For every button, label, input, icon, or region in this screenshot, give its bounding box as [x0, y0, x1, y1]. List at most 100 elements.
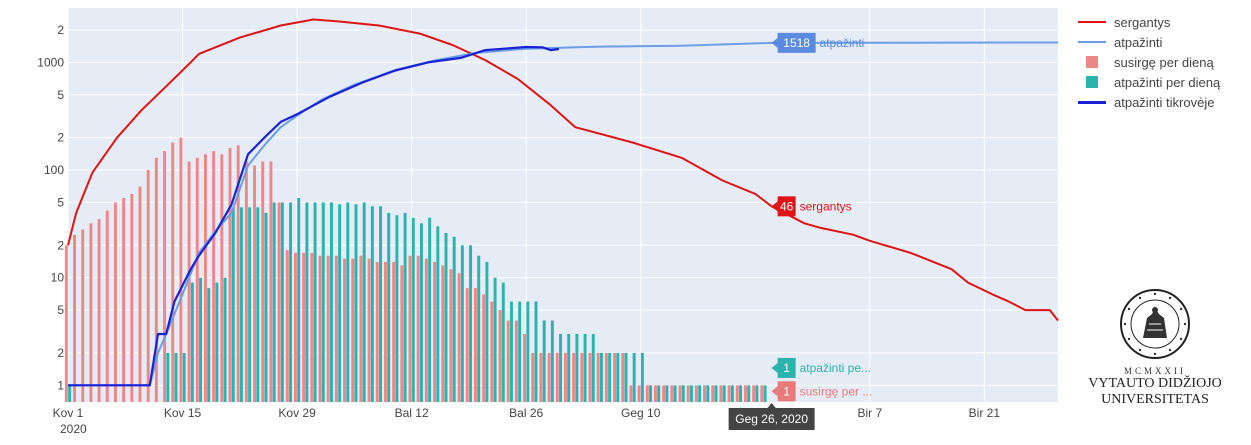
bar [678, 385, 682, 402]
bar [514, 320, 518, 402]
bar [452, 236, 456, 402]
y-tick-label: 1 [57, 378, 64, 392]
bar [383, 261, 387, 402]
bar [154, 157, 158, 402]
legend-label: sergantys [1114, 14, 1171, 30]
legend-item-atpazinti-per-diena[interactable]: atpažinti per dieną [1078, 72, 1220, 92]
x-tick-label: Bal 26 [509, 406, 543, 420]
bar [199, 277, 203, 402]
annotation-value: 1 [783, 384, 790, 398]
bars [64, 137, 767, 403]
bar [469, 245, 473, 402]
x-tick-year-label: 2020 [60, 422, 87, 436]
bar [343, 258, 347, 402]
annotation-pointer [771, 37, 778, 48]
x-tick-label: Kov 29 [278, 406, 316, 420]
bar [583, 333, 587, 402]
bar [689, 385, 693, 402]
bar [207, 288, 211, 402]
bar [64, 245, 68, 402]
annotation-box [777, 357, 796, 378]
legend-label: susirgę per dieną [1114, 54, 1214, 70]
legend-item-sergantys[interactable]: sergantys [1078, 12, 1220, 32]
x-tick-label: Bir 21 [969, 406, 1001, 420]
annotation-pointer [771, 386, 778, 397]
hover-date-box [728, 408, 815, 430]
bar [550, 320, 554, 402]
x-tick-label: Geg 10 [621, 406, 661, 420]
bar [714, 385, 718, 402]
annotation-value: 1518 [783, 36, 810, 50]
bar [657, 385, 661, 402]
bar [253, 165, 257, 402]
bar [367, 258, 371, 402]
x-tick-label: Kov 15 [164, 406, 202, 420]
bar [493, 277, 497, 402]
bar [89, 223, 93, 402]
bar [351, 258, 355, 402]
bar [506, 320, 510, 402]
bar [747, 385, 751, 402]
bar [318, 255, 322, 402]
bar [395, 215, 399, 402]
logo-line-2: UNIVERSITETAS [1101, 392, 1209, 407]
bar [498, 310, 502, 402]
annotation-pointer [771, 362, 778, 373]
legend-swatch-line [1078, 21, 1106, 23]
bar [231, 207, 235, 402]
bar [190, 282, 194, 402]
bar [526, 301, 530, 402]
bar [215, 282, 219, 402]
bar [665, 385, 669, 402]
bar [187, 161, 191, 402]
bar [269, 161, 273, 402]
university-logo: MCMXXII VYTAUTO DIDŽIOJO UNIVERSITETAS [1085, 288, 1225, 408]
bar [604, 352, 608, 402]
annotation-box [777, 32, 816, 53]
bar [599, 352, 603, 402]
bar [567, 333, 571, 402]
bar [138, 186, 142, 402]
bar [563, 352, 567, 402]
legend-item-susirge-per-diena[interactable]: susirgę per dieną [1078, 52, 1220, 72]
bar [346, 202, 350, 402]
legend-item-atpazinti-tikroveje[interactable]: atpažinti tikrovėje [1078, 92, 1220, 112]
bar [228, 148, 232, 402]
bar [244, 161, 248, 402]
bar [534, 301, 538, 402]
y-tick-label: 2 [57, 131, 64, 145]
bar [482, 294, 486, 402]
bar [632, 352, 636, 402]
legend-swatch [1078, 96, 1106, 108]
bar [673, 385, 677, 402]
bar [236, 145, 240, 402]
annotation-value: 46 [780, 199, 794, 213]
bar [752, 385, 756, 402]
bar [490, 301, 494, 402]
bar [629, 385, 633, 402]
bar [329, 202, 333, 402]
bar [624, 352, 628, 402]
series-line [68, 45, 560, 387]
bar [735, 385, 739, 402]
y-tick-label: 5 [57, 195, 64, 209]
legend-label: atpažinti [1114, 34, 1163, 50]
bar [220, 154, 224, 402]
legend-label: atpažinti per dieną [1114, 74, 1221, 90]
axis-ticks: 1 2 5 10 2 5 100 2 5 1000 2 Kov 1 2020 Kov 15 Kov 29 Ba… [37, 23, 1000, 436]
bar [403, 212, 407, 402]
logo-year: MCMXXII [1123, 366, 1186, 376]
bar [280, 202, 284, 402]
bar [531, 352, 535, 402]
bar [662, 385, 666, 402]
bar [706, 385, 710, 402]
annotation-box [777, 196, 796, 217]
bar [694, 385, 698, 402]
bar [73, 234, 77, 402]
bar [719, 385, 723, 402]
annotation-text: atpažinti pe... [800, 361, 871, 375]
bar [313, 202, 317, 402]
bar [477, 255, 481, 402]
legend-swatch [1078, 56, 1106, 68]
legend-item-atpazinti[interactable]: atpažinti [1078, 32, 1220, 52]
